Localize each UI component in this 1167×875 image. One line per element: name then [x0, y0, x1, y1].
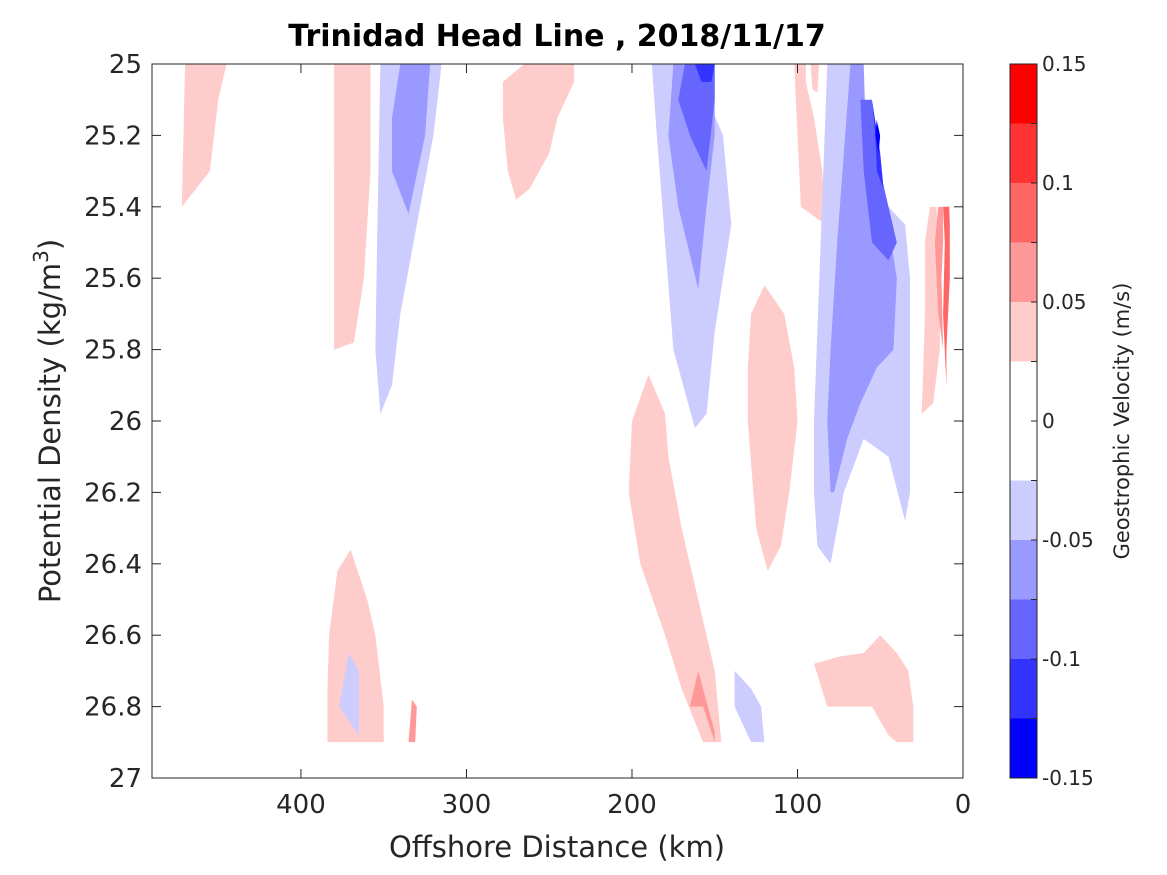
- colorbar-swatch-10: [1010, 659, 1037, 719]
- contour-region-0: [181, 64, 227, 207]
- y-axis: 25 25.2 25.4 25.6 25.8 26 26.2 26.4 26.6 26.8 27: [84, 50, 963, 794]
- colorbar-tick-label-2: 0.05: [1042, 290, 1087, 314]
- y-tick-label-7: 26.4: [84, 550, 142, 580]
- contour-region-8: [814, 635, 914, 743]
- contour-region-22: [678, 64, 715, 172]
- contour-region-1: [334, 64, 371, 350]
- contour-region-13: [943, 171, 950, 386]
- y-axis-label: Potential Density (kg/m3): [29, 239, 67, 603]
- colorbar-tick-label-4: -0.05: [1042, 528, 1094, 552]
- colorbar-swatch-2: [1010, 183, 1037, 243]
- contour-region-12: [934, 206, 944, 350]
- colorbar-swatch-5: [1010, 361, 1037, 422]
- chart-title: Trinidad Head Line , 2018/11/17: [288, 19, 825, 54]
- contour-region-21: [827, 64, 897, 493]
- contour-region-10: [689, 670, 715, 743]
- y-tick-label-5: 26: [109, 407, 142, 437]
- colorbar-tick-label-3: 0: [1042, 409, 1055, 433]
- contour-region-26: [875, 117, 881, 154]
- contour-region-3: [810, 64, 819, 93]
- y-axis-label-superscript: 3: [29, 250, 53, 263]
- x-axis: 400 300 200 100 0: [276, 64, 971, 820]
- y-tick-label-3: 25.6: [84, 264, 142, 294]
- contour-region-2: [502, 64, 575, 200]
- contour-region-11: [408, 699, 417, 743]
- colorbar-swatch-0: [1010, 64, 1037, 124]
- contour-region-4: [794, 64, 826, 225]
- y-axis-label-main: Potential Density (kg/m: [33, 263, 67, 603]
- y-tick-label-1: 25.2: [84, 121, 142, 151]
- y-tick-label-8: 26.6: [84, 621, 142, 651]
- contour-region-24: [694, 64, 715, 82]
- colorbar-swatch-6: [1010, 421, 1037, 481]
- no-data-mask-1: [152, 742, 963, 778]
- no-data-mask-0: [863, 64, 963, 207]
- y-tick-label-6: 26.2: [84, 478, 142, 508]
- colorbar-swatch-3: [1010, 242, 1037, 303]
- colorbar: 0.15 0.1 0.05 0 -0.05 -0.1 -0.15: [1009, 52, 1094, 790]
- contour-region-6: [628, 374, 722, 743]
- contour-region-5: [747, 285, 798, 571]
- colorbar-swatch-4: [1010, 302, 1037, 362]
- contour-region-23: [860, 99, 897, 261]
- contour-region-9: [921, 206, 940, 414]
- colorbar-swatch-8: [1010, 540, 1037, 600]
- contour-region-17: [339, 653, 359, 736]
- contour-regions: [181, 64, 950, 743]
- x-tick-label-3: 100: [773, 790, 823, 820]
- x-tick-label-1: 300: [442, 790, 492, 820]
- x-tick-label-4: 0: [955, 790, 972, 820]
- contour-region-19: [392, 64, 431, 214]
- y-tick-label-2: 25.4: [84, 193, 142, 223]
- colorbar-tick-label-6: -0.15: [1042, 766, 1094, 790]
- y-axis-label-close: ): [33, 239, 67, 250]
- y-tick-label-0: 25: [109, 50, 142, 80]
- x-tick-label-0: 400: [276, 790, 326, 820]
- colorbar-swatch-1: [1010, 123, 1037, 184]
- colorbar-swatch-11: [1010, 718, 1037, 779]
- colorbar-swatch-9: [1010, 599, 1037, 660]
- y-tick-label-10: 27: [109, 764, 142, 794]
- contour-region-18: [734, 670, 765, 743]
- x-axis-label: Offshore Distance (km): [389, 830, 725, 864]
- colorbar-tick-label-0: 0.15: [1042, 52, 1087, 76]
- y-tick-label-9: 26.8: [84, 693, 142, 723]
- colorbar-tick-label-1: 0.1: [1042, 171, 1074, 195]
- colorbar-tick-label-5: -0.1: [1042, 647, 1081, 671]
- contour-region-14: [375, 64, 442, 414]
- colorbar-label: Geostrophic Velocity (m/s): [1110, 283, 1134, 560]
- y-tick-label-4: 25.8: [84, 336, 142, 366]
- data-masks: [152, 64, 963, 778]
- x-tick-label-2: 200: [607, 790, 657, 820]
- colorbar-swatch-7: [1010, 480, 1037, 541]
